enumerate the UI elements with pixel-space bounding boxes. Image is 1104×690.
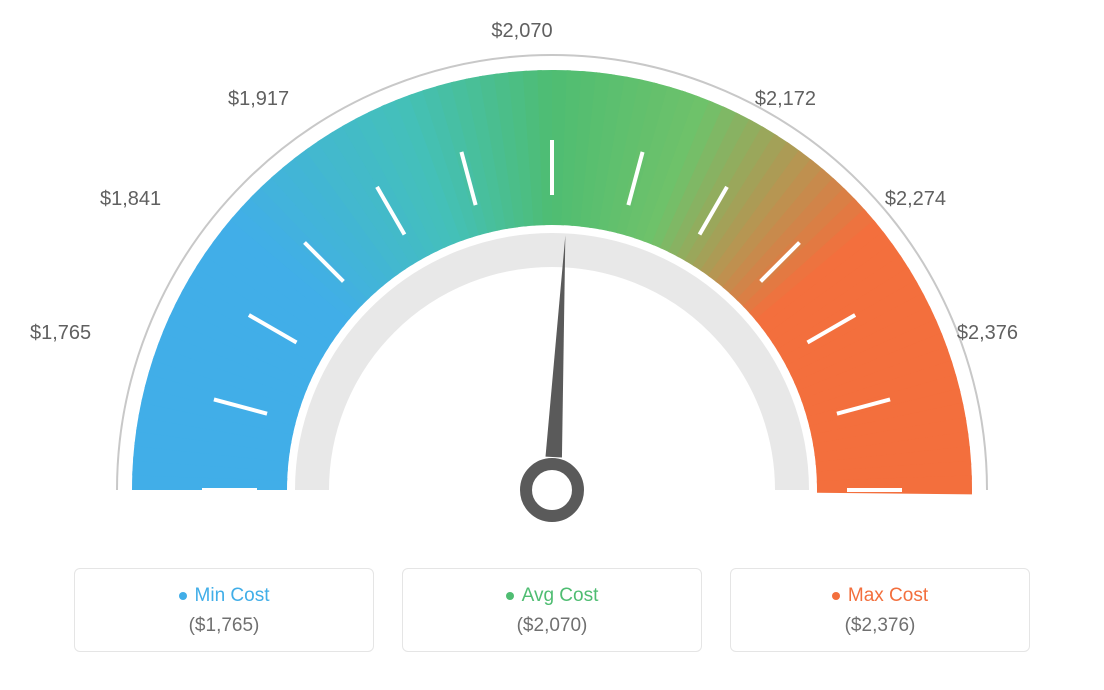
legend-label-avg: Avg Cost xyxy=(522,585,599,607)
legend-row: Min Cost ($1,765) Avg Cost ($2,070) Max … xyxy=(0,568,1104,652)
legend-value-max: ($2,376) xyxy=(753,615,1007,637)
scale-label: $2,274 xyxy=(885,188,946,211)
legend-card-avg: Avg Cost ($2,070) xyxy=(402,568,702,652)
legend-dot-min xyxy=(179,592,187,600)
gauge-svg xyxy=(0,0,1104,560)
legend-dot-avg xyxy=(506,592,514,600)
scale-label: $2,070 xyxy=(491,20,552,43)
scale-label: $1,841 xyxy=(100,188,161,211)
legend-value-min: ($1,765) xyxy=(97,615,351,637)
scale-label: $2,376 xyxy=(957,322,1018,345)
scale-label: $2,172 xyxy=(755,88,816,111)
scale-label: $1,917 xyxy=(228,88,289,111)
gauge-chart: $1,765 $1,841 $1,917 $2,070 $2,172 $2,274 $2,3… xyxy=(0,0,1104,560)
legend-card-min: Min Cost ($1,765) xyxy=(74,568,374,652)
legend-card-max: Max Cost ($2,376) xyxy=(730,568,1030,652)
scale-label: $1,765 xyxy=(30,322,91,345)
legend-value-avg: ($2,070) xyxy=(425,615,679,637)
legend-dot-max xyxy=(832,592,840,600)
legend-label-min: Min Cost xyxy=(195,585,270,607)
legend-label-max: Max Cost xyxy=(848,585,928,607)
